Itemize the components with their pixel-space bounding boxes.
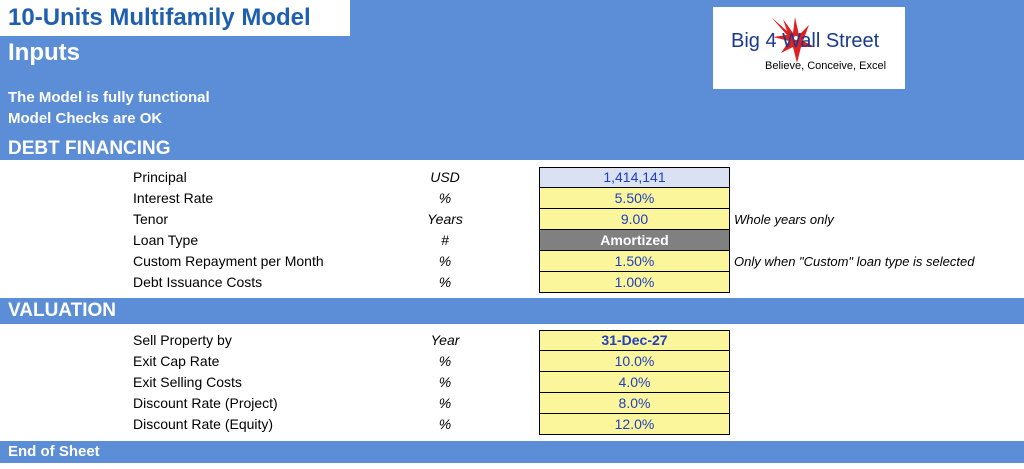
sell-property-unit: Year bbox=[430, 332, 460, 348]
tenor-note: Whole years only bbox=[734, 212, 834, 227]
debt-issuance-unit: % bbox=[438, 274, 452, 290]
exit-cap-rate-unit: % bbox=[438, 353, 452, 369]
tenor-label: Tenor bbox=[133, 211, 169, 227]
discount-rate-equity-cell[interactable]: 12.0% bbox=[539, 414, 730, 435]
logo-tagline: Believe, Conceive, Excel bbox=[765, 60, 887, 72]
discount-rate-project-cell[interactable]: 8.0% bbox=[539, 393, 730, 414]
debt-issuance-cell[interactable]: 1.00% bbox=[539, 272, 730, 293]
discount-rate-project-label: Discount Rate (Project) bbox=[133, 395, 278, 411]
discount-rate-equity-unit: % bbox=[438, 416, 452, 432]
discount-rate-equity-label: Discount Rate (Equity) bbox=[133, 416, 274, 432]
custom-repayment-note: Only when "Custom" loan type is selected bbox=[734, 254, 975, 269]
interest-rate-unit: % bbox=[438, 190, 452, 206]
logo-name: Big 4 Wall Street bbox=[731, 30, 880, 52]
company-logo: Big 4 Wall Street Believe, Conceive, Exc… bbox=[713, 7, 905, 89]
principal-cell[interactable]: 1,414,141 bbox=[539, 167, 730, 188]
valuation-band bbox=[0, 298, 1024, 324]
custom-repayment-unit: % bbox=[438, 253, 452, 269]
exit-selling-costs-label: Exit Selling Costs bbox=[133, 374, 242, 390]
loan-type-select[interactable]: Amortized bbox=[539, 230, 730, 251]
model-title: 10-Units Multifamily Model bbox=[0, 0, 350, 36]
debt-issuance-label: Debt Issuance Costs bbox=[133, 274, 263, 290]
model-checks-status: Model Checks are OK bbox=[8, 110, 163, 127]
valuation-title: VALUATION bbox=[8, 300, 117, 321]
loan-type-unit: # bbox=[441, 232, 449, 248]
end-band bbox=[0, 441, 1024, 463]
interest-rate-cell[interactable]: 5.50% bbox=[539, 188, 730, 209]
sell-property-cell[interactable]: 31-Dec-27 bbox=[539, 330, 730, 351]
discount-rate-project-unit: % bbox=[438, 395, 452, 411]
end-of-sheet: End of Sheet bbox=[8, 443, 100, 460]
custom-repayment-cell[interactable]: 1.50% bbox=[539, 251, 730, 272]
exit-cap-rate-cell[interactable]: 10.0% bbox=[539, 351, 730, 372]
tenor-unit: Years bbox=[427, 211, 463, 227]
sheet-title: Inputs bbox=[8, 39, 80, 66]
interest-rate-label: Interest Rate bbox=[133, 190, 214, 206]
exit-cap-rate-label: Exit Cap Rate bbox=[133, 353, 220, 369]
principal-unit: USD bbox=[430, 169, 460, 185]
principal-label: Principal bbox=[133, 169, 187, 185]
tenor-cell[interactable]: 9.00 bbox=[539, 209, 730, 230]
exit-selling-costs-cell[interactable]: 4.0% bbox=[539, 372, 730, 393]
eagle-icon bbox=[771, 17, 815, 63]
loan-type-label: Loan Type bbox=[133, 232, 199, 248]
sell-property-label: Sell Property by bbox=[133, 332, 232, 348]
custom-repayment-label: Custom Repayment per Month bbox=[133, 253, 324, 269]
model-status: The Model is fully functional bbox=[8, 89, 210, 106]
exit-selling-costs-unit: % bbox=[438, 374, 452, 390]
debt-financing-title: DEBT FINANCING bbox=[8, 138, 171, 159]
